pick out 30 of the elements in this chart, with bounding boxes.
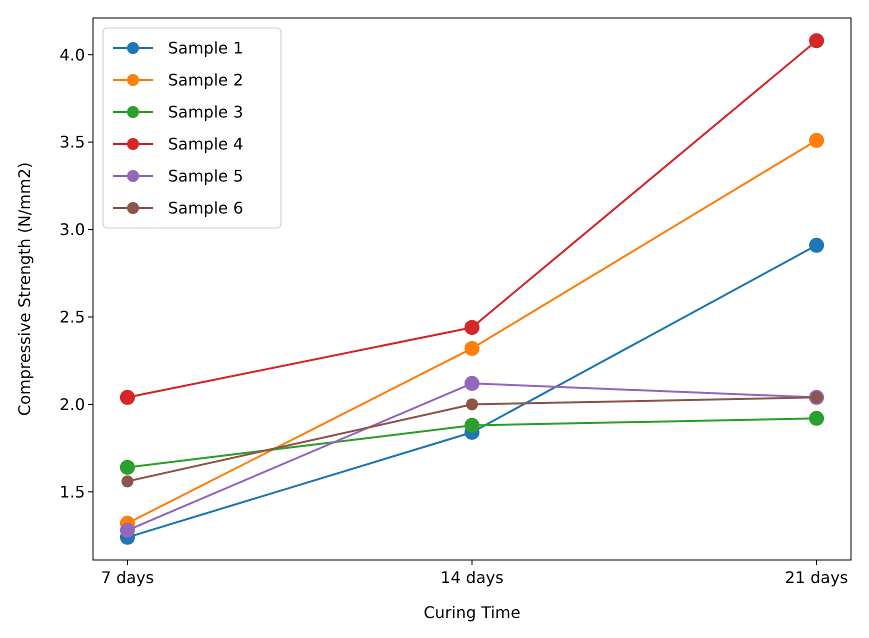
point (809, 238, 824, 253)
legend-label: Sample 3 (168, 102, 244, 122)
point (464, 340, 480, 356)
y-tick-label: 4.0 (60, 45, 85, 64)
point (466, 398, 478, 410)
legend-label: Sample 6 (168, 198, 244, 218)
x-tick-label: 14 days (440, 568, 504, 587)
x-tick-label: 21 days (784, 568, 848, 587)
y-tick-label: 3.5 (60, 132, 85, 152)
y-axis-title: Compressive Strength (N/mm2) (15, 162, 34, 416)
point (120, 522, 135, 538)
y-tick-label: 3.0 (60, 220, 85, 240)
legend-label: Sample 4 (168, 134, 244, 154)
point (120, 390, 135, 405)
point (464, 320, 480, 335)
point (809, 33, 824, 48)
y-tick-label: 2.5 (60, 308, 85, 327)
legend-label: Sample 1 (168, 38, 244, 58)
legend-label: Sample 5 (168, 166, 244, 186)
x-tick-label: 7 days (100, 568, 154, 587)
point (120, 460, 135, 475)
point (809, 410, 824, 426)
legend-label: Sample 2 (168, 70, 244, 90)
x-axis-title: Curing Time (424, 603, 520, 622)
point (121, 475, 134, 488)
point (464, 418, 480, 433)
point (464, 376, 480, 391)
point (809, 132, 824, 148)
y-tick-label: 2.0 (60, 394, 85, 414)
y-tick-label: 1.5 (60, 482, 85, 502)
